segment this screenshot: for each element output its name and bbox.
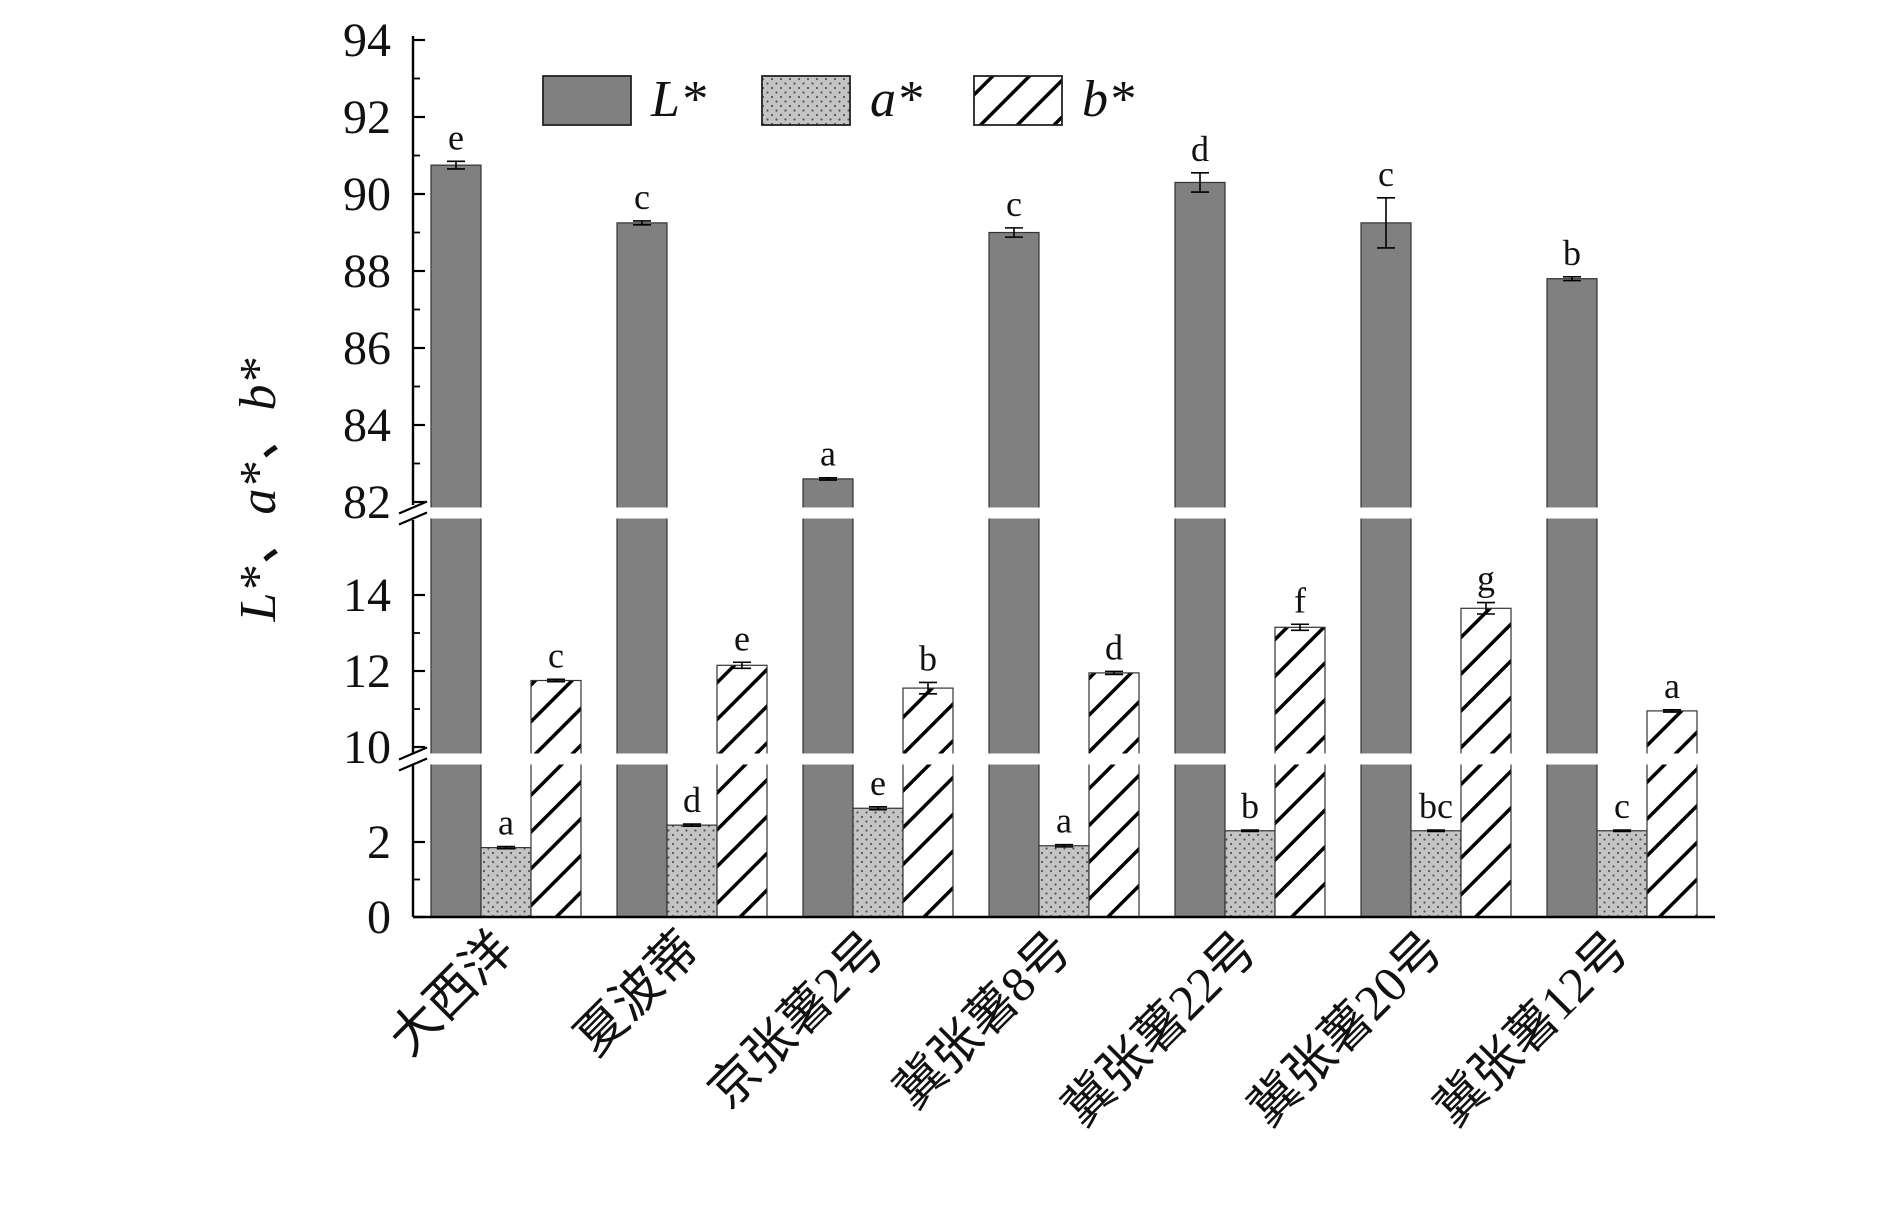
- legend-label: L*: [650, 71, 706, 128]
- significance-label: e: [870, 763, 886, 803]
- x-category-label: 冀张薯12号: [1423, 920, 1639, 1136]
- significance-label: c: [1378, 154, 1394, 194]
- significance-label: b: [1563, 233, 1581, 273]
- axis-break-mark: [398, 500, 428, 515]
- y-tick-label: 82: [343, 476, 391, 529]
- bar-hatch: [530, 679, 582, 918]
- x-category-label: 冀张薯20号: [1237, 920, 1453, 1136]
- bar-dots: [1224, 830, 1276, 918]
- significance-label: b: [919, 638, 937, 678]
- significance-label: bc: [1419, 786, 1453, 826]
- legend-label: a*: [870, 71, 922, 128]
- bar-hatch: [1274, 626, 1326, 918]
- bar-dots: [1038, 845, 1090, 918]
- bar-hatch: [716, 664, 768, 918]
- axis-break-mark: [398, 746, 428, 761]
- bar-dots: [666, 824, 718, 918]
- y-tick-label: 2: [367, 816, 391, 869]
- bar-hatch: [1646, 710, 1698, 918]
- significance-label: d: [1191, 129, 1209, 169]
- bar-solid: [988, 231, 1040, 918]
- bar-hatch: [902, 687, 954, 918]
- x-category-label: 夏波蒂: [564, 920, 710, 1066]
- significance-label: c: [1006, 184, 1022, 224]
- bar-dots: [852, 807, 904, 918]
- bar-dots: [1410, 830, 1462, 918]
- significance-label: a: [1664, 666, 1680, 706]
- y-tick-label: 94: [343, 14, 391, 67]
- legend-label: b*: [1082, 71, 1134, 128]
- legend-swatch-dots: [761, 75, 851, 126]
- y-axis-title: L*、a*、b*: [230, 359, 287, 623]
- bar-solid: [1360, 222, 1412, 918]
- significance-label: c: [1614, 786, 1630, 826]
- x-category-label: 冀张薯8号: [883, 920, 1082, 1119]
- axis-break-mark: [398, 757, 428, 772]
- significance-label: f: [1294, 580, 1306, 620]
- y-tick-label: 14: [343, 569, 391, 622]
- significance-label: e: [448, 117, 464, 157]
- significance-label: d: [683, 780, 701, 820]
- significance-label: b: [1241, 786, 1259, 826]
- bar-solid: [1174, 181, 1226, 918]
- legend-swatch-hatch: [973, 75, 1063, 126]
- significance-label: e: [734, 618, 750, 658]
- bar-hatch: [1088, 672, 1140, 918]
- y-tick-label: 84: [343, 399, 391, 452]
- bar-solid: [430, 164, 482, 918]
- bar-solid: [1546, 278, 1598, 918]
- significance-label: a: [498, 803, 514, 843]
- axis-break-band: [393, 507, 1720, 519]
- y-tick-label: 86: [343, 322, 391, 375]
- x-category-label: 冀张薯22号: [1051, 920, 1267, 1136]
- bar-solid: [616, 222, 668, 918]
- x-category-label: 京张薯2号: [697, 920, 896, 1119]
- significance-label: a: [1056, 801, 1072, 841]
- significance-label: a: [820, 434, 836, 474]
- bar-dots: [480, 847, 532, 918]
- significance-label: g: [1477, 559, 1495, 599]
- significance-label: c: [548, 635, 564, 675]
- bar-dots: [1596, 830, 1648, 918]
- y-tick-label: 92: [343, 91, 391, 144]
- y-tick-label: 12: [343, 645, 391, 698]
- legend-swatch-solid: [542, 75, 632, 126]
- axis-break-mark: [398, 511, 428, 526]
- axis-break-band: [393, 753, 1720, 765]
- y-tick-label: 88: [343, 245, 391, 298]
- x-category-label: 大西洋: [378, 920, 524, 1066]
- significance-label: d: [1105, 627, 1123, 667]
- y-tick-label: 10: [343, 721, 391, 774]
- y-tick-label: 90: [343, 168, 391, 221]
- y-tick-label: 0: [367, 891, 391, 944]
- significance-label: c: [634, 177, 650, 217]
- bar-solid: [802, 478, 854, 918]
